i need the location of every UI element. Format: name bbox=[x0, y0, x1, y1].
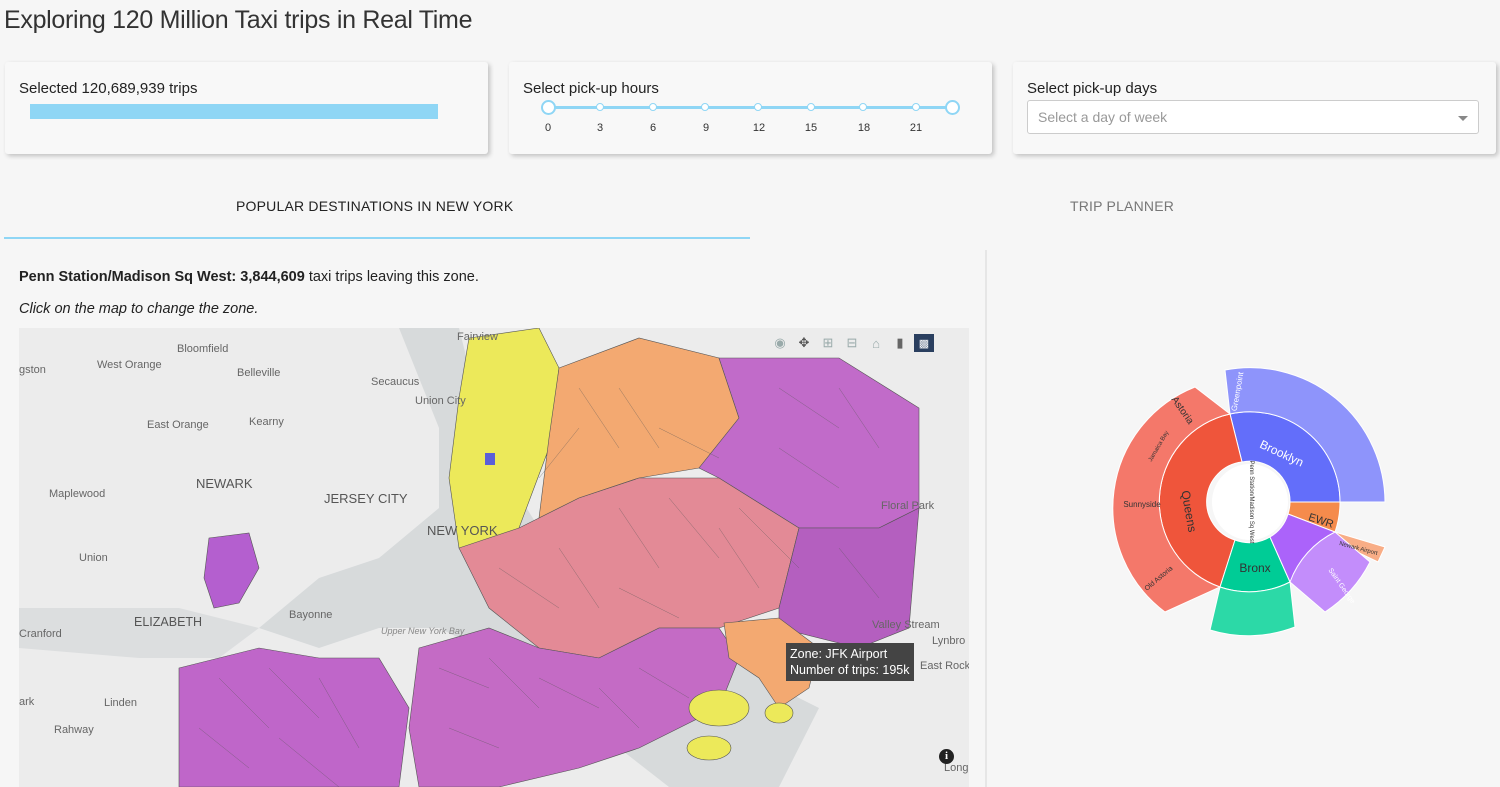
map-hint: Click on the map to change the zone. bbox=[19, 301, 259, 317]
zone-trip-count: 3,844,609 bbox=[240, 269, 305, 285]
slider-mark bbox=[649, 103, 657, 111]
slider-mark bbox=[596, 103, 604, 111]
camera-icon[interactable]: ◉ bbox=[774, 335, 786, 350]
map-place-label: Belleville bbox=[237, 367, 280, 379]
bar-chart-icon[interactable]: ▩ bbox=[914, 334, 934, 352]
slider-mark bbox=[859, 103, 867, 111]
zone-summary: Penn Station/Madison Sq West: 3,844,609 … bbox=[19, 269, 479, 285]
map-place-label: Linden bbox=[104, 697, 137, 709]
hours-slider-start-handle[interactable] bbox=[541, 100, 556, 115]
map-place-label: Fairview bbox=[457, 331, 498, 343]
page-title: Exploring 120 Million Taxi trips in Real… bbox=[4, 6, 473, 34]
map-place-label: Cranford bbox=[19, 628, 62, 640]
sunburst-bronx-zones[interactable] bbox=[1209, 581, 1296, 637]
map-place-label: East Orange bbox=[147, 419, 209, 431]
day-of-week-select[interactable]: Select a day of week bbox=[1027, 100, 1479, 134]
map-place-label: Rahway bbox=[54, 724, 94, 736]
slider-mark bbox=[754, 103, 762, 111]
choropleth-map[interactable]: Fairview Bloomfield West Orange gston Be… bbox=[19, 328, 969, 787]
zoom-out-icon[interactable]: ⊟ bbox=[846, 335, 858, 350]
slider-tick-label: 18 bbox=[857, 122, 871, 134]
tooltip-zone: Zone: JFK Airport bbox=[790, 647, 888, 661]
slider-tick-label: 0 bbox=[544, 122, 552, 134]
slider-tick-label: 15 bbox=[804, 122, 818, 134]
map-place-label: West Orange bbox=[97, 359, 162, 371]
map-place-label: Union City bbox=[415, 395, 466, 407]
slider-tick-label: 6 bbox=[649, 122, 657, 134]
zoom-in-icon[interactable]: ⊞ bbox=[822, 335, 834, 350]
slider-tick-label: 9 bbox=[702, 122, 710, 134]
tab-popular-destinations[interactable]: POPULAR DESTINATIONS IN NEW YORK bbox=[236, 198, 514, 214]
slider-mark bbox=[912, 103, 920, 111]
tooltip-trips: Number of trips: 195k bbox=[790, 663, 910, 677]
slider-tick-label: 3 bbox=[596, 122, 604, 134]
map-place-label: Maplewood bbox=[49, 488, 105, 500]
sunburst-queens-zones[interactable] bbox=[1112, 386, 1232, 613]
map-place-label: Floral Park bbox=[881, 500, 935, 512]
selected-trips-bar bbox=[30, 104, 438, 119]
map-place-label: gston bbox=[19, 364, 46, 376]
map-place-label: Lynbro bbox=[932, 635, 965, 647]
slider-tick-label: 12 bbox=[752, 122, 766, 134]
map-place-label: JERSEY CITY bbox=[324, 491, 408, 506]
tag-icon[interactable]: ▮ bbox=[896, 335, 904, 350]
sunburst-brooklyn-zones[interactable] bbox=[1224, 367, 1386, 503]
zone-summary-suffix: taxi trips leaving this zone. bbox=[304, 269, 479, 285]
map-hover-tooltip: Zone: JFK Airport Number of trips: 195k bbox=[786, 643, 914, 681]
slider-mark bbox=[807, 103, 815, 111]
map-place-label: ELIZABETH bbox=[134, 615, 202, 629]
hours-slider-track[interactable] bbox=[547, 106, 952, 109]
map-place-label: East Rock bbox=[920, 660, 969, 672]
sunburst-center-label: Penn Station/Madison Sq West bbox=[1248, 461, 1254, 544]
tab-trip-planner[interactable]: TRIP PLANNER bbox=[1070, 198, 1175, 214]
selected-trips-label: Selected 120,689,939 trips bbox=[19, 80, 198, 97]
sunburst-label-bronx: Bronx bbox=[1239, 561, 1270, 575]
pan-icon[interactable]: ✥ bbox=[798, 335, 810, 350]
map-modebar: ◉ ✥ ⊞ ⊟ ⌂ ▮ ▩ bbox=[768, 333, 936, 353]
home-icon[interactable]: ⌂ bbox=[872, 335, 880, 351]
map-place-label: Union bbox=[79, 552, 108, 564]
zone-name: Penn Station/Madison Sq West: bbox=[19, 269, 237, 285]
map-place-label: Long bbox=[944, 762, 968, 774]
pickup-days-label: Select pick-up days bbox=[1027, 80, 1158, 97]
sunburst-label-sunnyside: Sunnyside bbox=[1123, 500, 1161, 509]
info-icon[interactable]: i bbox=[939, 749, 954, 764]
destinations-sunburst[interactable]: Penn Station/Madison Sq West Brooklyn Qu… bbox=[1100, 360, 1400, 640]
map-place-label: Bloomfield bbox=[177, 343, 228, 355]
selected-zone[interactable] bbox=[485, 453, 495, 465]
chevron-down-icon[interactable] bbox=[1458, 116, 1468, 121]
map-place-label: Kearny bbox=[249, 416, 284, 428]
map-place-label: Valley Stream bbox=[872, 619, 940, 631]
map-canvas[interactable]: Fairview Bloomfield West Orange gston Be… bbox=[19, 328, 969, 787]
slider-tick-label: 21 bbox=[909, 122, 923, 134]
day-select-placeholder: Select a day of week bbox=[1038, 109, 1168, 125]
panel-divider bbox=[985, 250, 987, 787]
map-place-label: ark bbox=[19, 696, 35, 708]
map-place-label: Upper New York Bay bbox=[381, 626, 465, 636]
map-place-label: Secaucus bbox=[371, 376, 420, 388]
map-place-label: NEWARK bbox=[196, 476, 253, 491]
map-place-label: NEW YORK bbox=[427, 523, 498, 538]
hours-slider-end-handle[interactable] bbox=[945, 100, 960, 115]
sunburst-staten-zones[interactable] bbox=[1289, 531, 1371, 613]
active-tab-indicator bbox=[4, 237, 750, 239]
slider-mark bbox=[701, 103, 709, 111]
map-place-label: Bayonne bbox=[289, 609, 332, 621]
pickup-hours-label: Select pick-up hours bbox=[523, 80, 659, 97]
